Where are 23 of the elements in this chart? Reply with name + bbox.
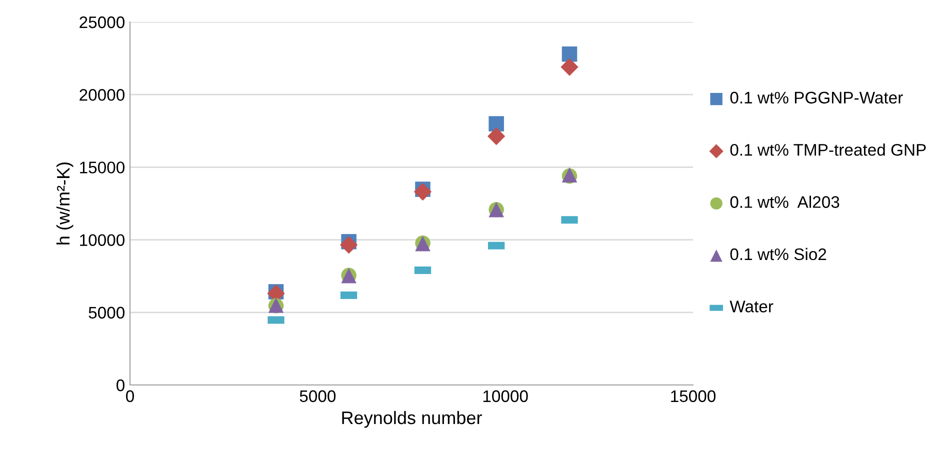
- legend-label: Water: [730, 300, 774, 312]
- y-axis-title: h (w/m²-K): [56, 162, 74, 244]
- x-axis-title: Reynolds number: [342, 410, 482, 428]
- x-tick-label: 0: [126, 390, 134, 402]
- point: [487, 127, 506, 146]
- legend-label: 0.1 wt% Sio2: [730, 248, 826, 260]
- y-tick-label: 10000: [80, 234, 124, 246]
- point: [562, 46, 578, 62]
- point: [414, 182, 432, 201]
- point: [560, 58, 578, 76]
- y-tick-label: 5000: [88, 306, 124, 319]
- x-tick-label: 10000: [483, 390, 528, 402]
- point: [488, 116, 504, 132]
- legend-label: 0.1 wt% Al203: [730, 196, 840, 208]
- legend-label: 0.1 wt% TMP-treated GNP: [730, 144, 926, 156]
- y-tick-label: 15000: [80, 162, 124, 174]
- y-tick-label: 25000: [80, 16, 124, 28]
- point: [340, 236, 358, 254]
- x-tick-label: 15000: [671, 390, 716, 402]
- y-tick-label: 0: [116, 379, 124, 392]
- x-tick-label: 5000: [300, 390, 336, 402]
- y-tick-label: 20000: [80, 89, 124, 101]
- legend-label: 0.1 wt% PGGNP-Water: [730, 92, 903, 104]
